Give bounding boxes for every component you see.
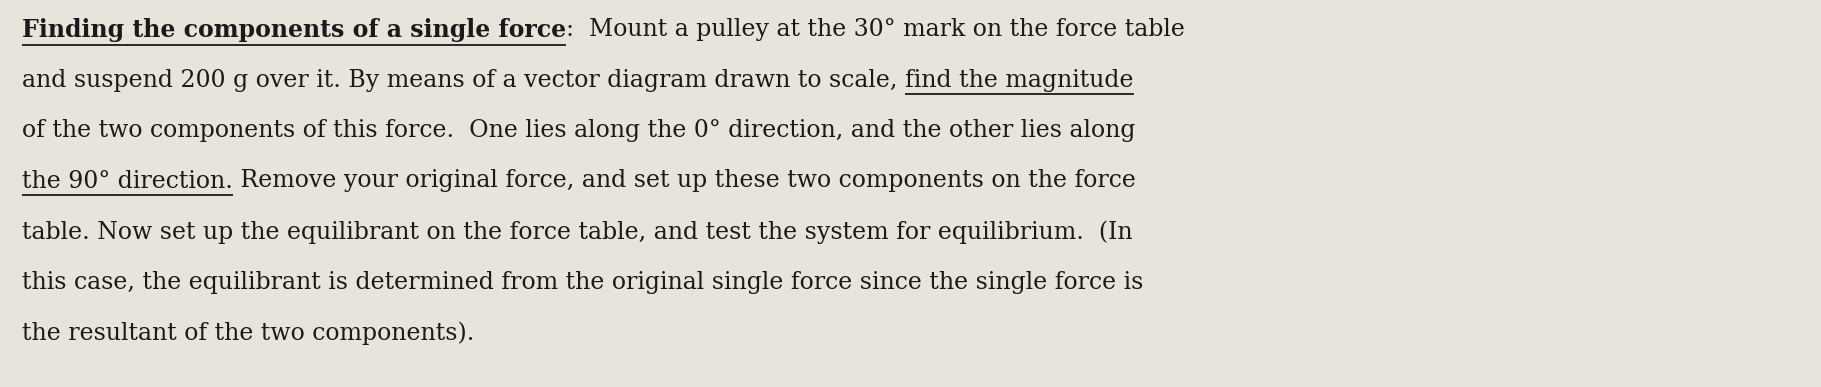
Text: of the two components of this force.  One lies along the 0° direction, and the o: of the two components of this force. One… <box>22 119 1136 142</box>
Text: table. Now set up the equilibrant on the force table, and test the system for eq: table. Now set up the equilibrant on the… <box>22 220 1133 243</box>
Text: Remove your original force, and set up these two components on the force: Remove your original force, and set up t… <box>233 170 1136 192</box>
Text: Finding the components of a single force: Finding the components of a single force <box>22 18 566 42</box>
Text: and suspend 200 g over it. By means of a vector diagram drawn to scale,: and suspend 200 g over it. By means of a… <box>22 68 905 91</box>
Text: the 90° direction.: the 90° direction. <box>22 170 233 192</box>
Text: :  Mount a pulley at the 30° mark on the force table: : Mount a pulley at the 30° mark on the … <box>566 18 1185 41</box>
Text: the resultant of the two components).: the resultant of the two components). <box>22 321 475 344</box>
Text: find the magnitude: find the magnitude <box>905 68 1133 91</box>
Text: this case, the equilibrant is determined from the original single force since th: this case, the equilibrant is determined… <box>22 271 1144 293</box>
